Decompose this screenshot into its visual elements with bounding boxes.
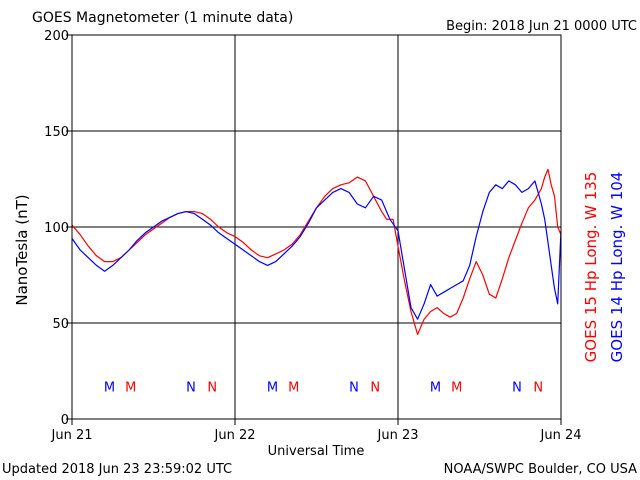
grid-lines — [71, 34, 562, 420]
y-tick-label: 50 — [52, 317, 69, 332]
begin-time: Begin: 2018 Jun 21 0000 UTC — [446, 19, 637, 34]
series-line-goes15 — [71, 168, 562, 336]
right-label-goes14: GOES 14 Hp Long. W 104 — [608, 172, 626, 363]
marker-m: M — [451, 380, 462, 395]
marker-m: M — [267, 380, 278, 395]
tick-labels: 0 50 100 150 200 Jun 21 Jun 22 Jun 23 Jun 24 — [44, 29, 581, 443]
marker-n: N — [533, 380, 543, 395]
marker-n: N — [186, 380, 196, 395]
marker-m: M — [288, 380, 299, 395]
plot-frame — [71, 34, 562, 420]
x-tick-label: Jun 22 — [214, 428, 256, 443]
y-tick-label: 0 — [61, 413, 69, 428]
updated-timestamp: Updated 2018 Jun 23 23:59:02 UTC — [2, 462, 232, 477]
y-tick-label: 150 — [44, 125, 69, 140]
y-tick-label: 200 — [44, 29, 69, 44]
x-axis-label: Universal Time — [268, 444, 365, 459]
marker-n: N — [349, 380, 359, 395]
marker-n: N — [512, 380, 522, 395]
chart-title: GOES Magnetometer (1 minute data) — [32, 10, 293, 26]
series-line-goes14 — [71, 180, 562, 320]
credit-label: NOAA/SWPC Boulder, CO USA — [444, 462, 637, 477]
y-axis-label: NanoTesla (nT) — [13, 194, 31, 305]
marker-n: N — [370, 380, 380, 395]
marker-m: M — [125, 380, 136, 395]
marker-n: N — [207, 380, 217, 395]
right-side-labels: GOES 15 Hp Long. W 135 GOES 14 Hp Long. W… — [582, 172, 626, 363]
series-lines — [71, 168, 562, 336]
right-label-goes15: GOES 15 Hp Long. W 135 — [582, 172, 600, 363]
x-tick-label: Jun 23 — [377, 428, 419, 443]
x-tick-label: Jun 24 — [540, 428, 582, 443]
marker-m: M — [104, 380, 115, 395]
x-tick-label: Jun 21 — [51, 428, 93, 443]
y-tick-label: 100 — [44, 221, 69, 236]
marker-m: M — [430, 380, 441, 395]
